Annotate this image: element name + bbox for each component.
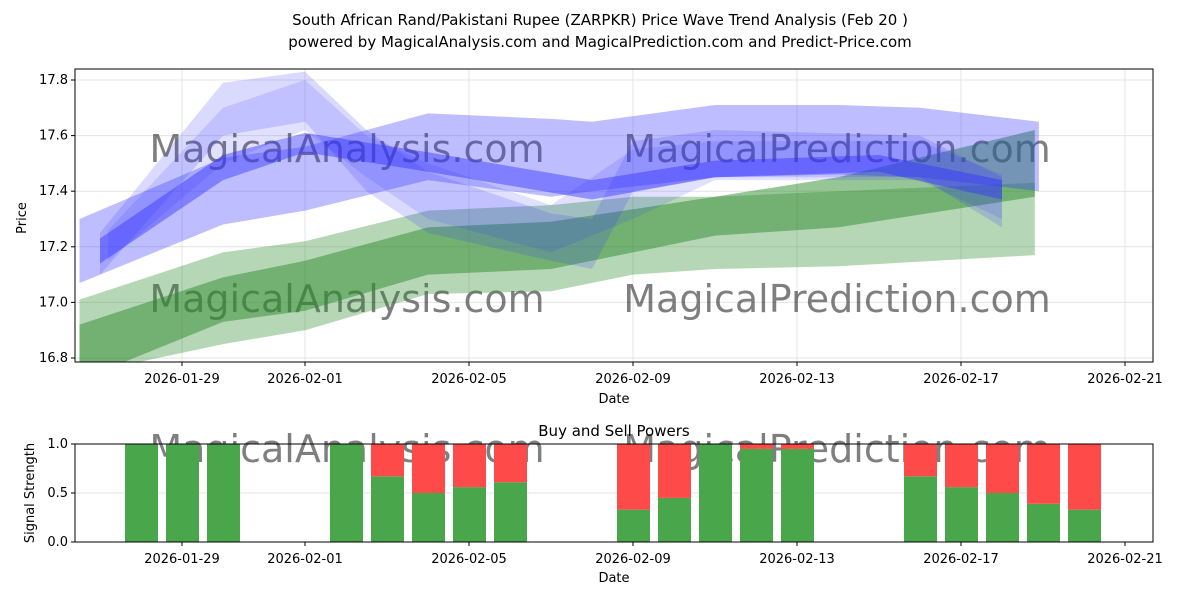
y-tick-label: 0.0 xyxy=(47,535,68,550)
band-green-inner xyxy=(79,130,1035,362)
x-tick-label: 2026-02-01 xyxy=(267,552,343,567)
x-tick-label: 2026-02-17 xyxy=(923,372,999,387)
chart-subtitle: powered by MagicalAnalysis.com and Magic… xyxy=(288,33,912,51)
sell-bar xyxy=(904,444,937,477)
buy-bar xyxy=(125,444,158,542)
x-tick-label: 2026-01-29 xyxy=(144,552,220,567)
y-tick-label: 1.0 xyxy=(47,437,68,452)
bottom-x-label: Date xyxy=(598,571,629,586)
y-tick-label: 17.4 xyxy=(39,184,68,199)
x-tick-label: 2026-02-13 xyxy=(759,552,835,567)
buy-bar xyxy=(986,493,1019,542)
bottom-title: Buy and Sell Powers xyxy=(538,422,690,440)
watermark: MagicalPrediction.com xyxy=(623,277,1051,321)
y-tick-label: 17.2 xyxy=(39,240,68,255)
sell-bar xyxy=(740,444,773,449)
sell-bar xyxy=(658,444,691,498)
x-tick-label: 2026-02-21 xyxy=(1087,372,1163,387)
sell-bar xyxy=(494,444,527,483)
buy-bar xyxy=(904,476,937,542)
sell-bar xyxy=(617,444,650,510)
sell-bar xyxy=(1068,444,1101,510)
buy-bar xyxy=(330,444,363,542)
x-tick-label: 2026-02-13 xyxy=(759,372,835,387)
buy-bar xyxy=(617,509,650,542)
top-y-label: Price xyxy=(15,202,30,234)
buy-bar xyxy=(453,487,486,542)
y-tick-label: 17.8 xyxy=(39,73,68,88)
x-tick-label: 2026-02-05 xyxy=(431,372,507,387)
y-tick-label: 16.8 xyxy=(39,351,68,366)
plot-frame xyxy=(74,68,1154,363)
sell-bar xyxy=(453,444,486,488)
buy-bar xyxy=(1068,509,1101,542)
y-tick-label: 0.5 xyxy=(47,486,68,501)
buy-bar xyxy=(371,476,404,542)
bottom-y-label: Signal Strength xyxy=(23,443,38,543)
x-tick-label: 2026-02-21 xyxy=(1087,552,1163,567)
top-x-label: Date xyxy=(598,392,629,407)
plot-frame xyxy=(74,443,1154,543)
x-tick-label: 2026-02-01 xyxy=(267,372,343,387)
band-blue-core xyxy=(100,132,1002,264)
x-tick-label: 2026-02-05 xyxy=(431,552,507,567)
buy-bar xyxy=(207,444,240,542)
sell-bar xyxy=(1027,444,1060,504)
buy-bar xyxy=(1027,503,1060,542)
y-tick-label: 17.0 xyxy=(39,295,68,310)
buy-bar xyxy=(945,487,978,542)
band-blue-swing-2 xyxy=(108,80,1002,261)
x-tick-label: 2026-02-09 xyxy=(595,552,671,567)
sell-bar xyxy=(371,444,404,477)
band-blue-wide xyxy=(79,105,1039,283)
sell-bar xyxy=(945,444,978,488)
sell-bar xyxy=(781,444,814,449)
bands xyxy=(79,71,1039,362)
buy-bar xyxy=(166,444,199,542)
x-tick-label: 2026-02-17 xyxy=(923,552,999,567)
buy-bar xyxy=(781,448,814,542)
buy-bar xyxy=(658,497,691,542)
sell-bar xyxy=(412,444,445,493)
x-tick-label: 2026-02-09 xyxy=(595,372,671,387)
buy-bar xyxy=(740,448,773,542)
buy-bar xyxy=(699,444,732,542)
band-blue-swing xyxy=(100,71,1002,275)
y-tick-label: 17.6 xyxy=(39,129,68,144)
watermark: MagicalAnalysis.com xyxy=(149,127,544,171)
watermark: MagicalPrediction.com xyxy=(623,427,1051,471)
sell-bar xyxy=(986,444,1019,493)
buy-bar xyxy=(494,482,527,542)
x-tick-label: 2026-01-29 xyxy=(144,372,220,387)
buy-bar xyxy=(412,493,445,542)
chart-title: South African Rand/Pakistani Rupee (ZARP… xyxy=(292,11,908,29)
